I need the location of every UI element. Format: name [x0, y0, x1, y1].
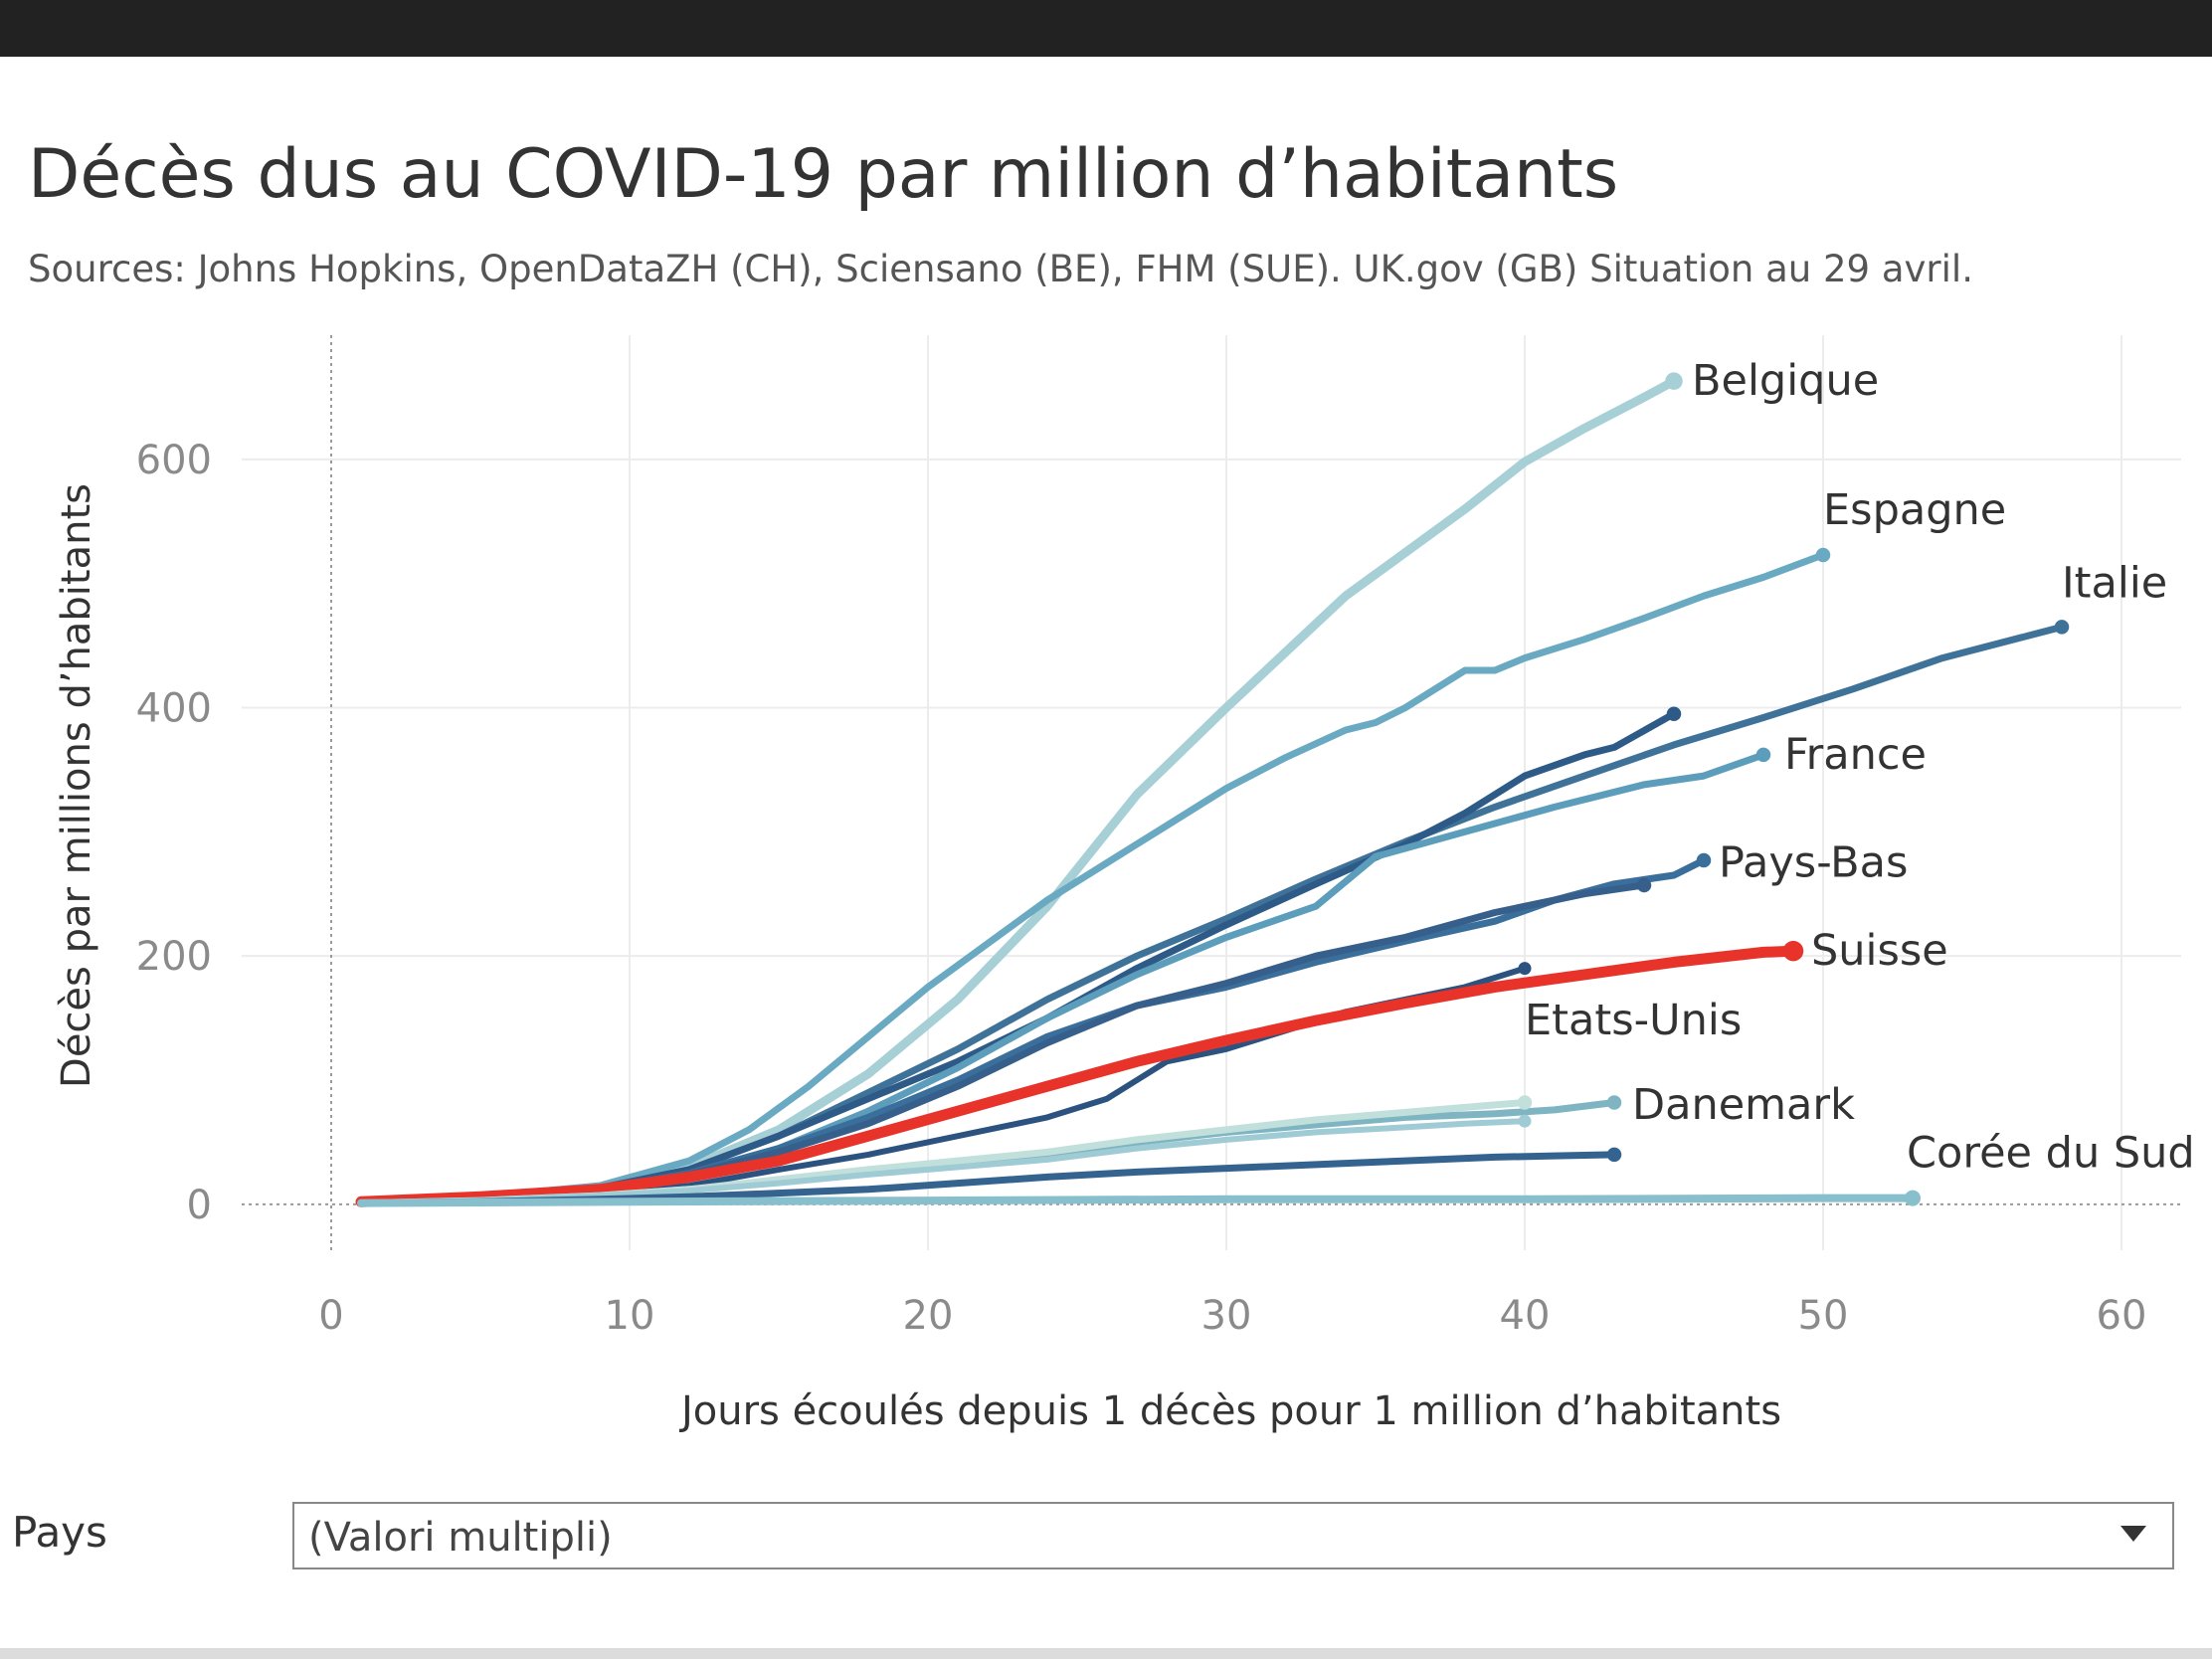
y-tick-label: 200	[136, 934, 212, 980]
country-label: Corée du Sud	[1907, 1129, 2195, 1179]
series-labels: Belgique Espagne Italie France Pays-Bas Suiss…	[1525, 356, 2195, 1178]
country-label: Belgique	[1692, 356, 1879, 406]
x-axis-title: Jours écoulés depuis 1 décès pour 1 mill…	[678, 1388, 1781, 1434]
country-label: Pays-Bas	[1719, 838, 1908, 888]
x-tick-label: 40	[1500, 1293, 1551, 1339]
series-end-point	[1606, 1095, 1622, 1110]
country-label: Etats-Unis	[1525, 996, 1742, 1045]
top-status-bar	[0, 0, 2212, 57]
y-tick-label: 0	[187, 1183, 212, 1228]
series-end-point	[1636, 877, 1652, 893]
chevron-down-icon[interactable]	[2120, 1526, 2146, 1542]
series-end-point	[1518, 962, 1532, 976]
country-label: Espagne	[1823, 485, 2006, 535]
series-line-cor-e-du-sud[interactable]	[357, 1194, 1917, 1207]
series-end-point	[1905, 1190, 1921, 1206]
country-filter-label: Pays	[12, 1508, 107, 1557]
x-tick-label: 0	[318, 1293, 343, 1339]
bottom-bar	[0, 1648, 2212, 1659]
x-tick-label: 30	[1201, 1293, 1252, 1339]
series-line-suisse[interactable]	[355, 945, 1799, 1207]
y-axis-title: Décès par millions d’habitants	[54, 483, 99, 1088]
series-end-point	[1696, 852, 1712, 868]
chart-subtitle: Sources: Johns Hopkins, OpenDataZH (CH),…	[28, 248, 1973, 290]
series-end-point	[1606, 1147, 1622, 1163]
series-lines	[355, 372, 2070, 1207]
country-label: France	[1784, 730, 1927, 780]
series-line-espagne[interactable]	[357, 551, 1827, 1205]
x-tick-label: 60	[2097, 1293, 2147, 1339]
x-tick-label: 20	[903, 1293, 954, 1339]
series-end-point	[1518, 1114, 1532, 1128]
series-end-point	[1782, 940, 1804, 962]
country-label: Italie	[2062, 559, 2167, 609]
y-tick-label: 400	[136, 685, 212, 731]
plot-area-background	[242, 335, 2181, 1250]
country-label: Danemark	[1632, 1080, 1855, 1130]
series-line-unlabeled-11[interactable]	[358, 1118, 1528, 1206]
country-filter-value: (Valori multipli)	[308, 1515, 613, 1561]
series-end-point	[1815, 547, 1831, 563]
x-tick-label: 10	[605, 1293, 655, 1339]
x-tick-label: 50	[1798, 1293, 1849, 1339]
series-end-point	[1755, 747, 1771, 763]
series-end-point	[1666, 706, 1682, 721]
chart-title: Décès dus au COVID-19 par million d’habi…	[28, 135, 1619, 214]
series-end-point	[1665, 372, 1683, 390]
country-label: Suisse	[1811, 926, 1948, 976]
series-end-point	[1517, 1095, 1533, 1110]
country-filter-select[interactable]: (Valori multipli)	[292, 1502, 2174, 1569]
series-end-point	[2054, 620, 2070, 635]
y-tick-label: 600	[136, 438, 212, 483]
